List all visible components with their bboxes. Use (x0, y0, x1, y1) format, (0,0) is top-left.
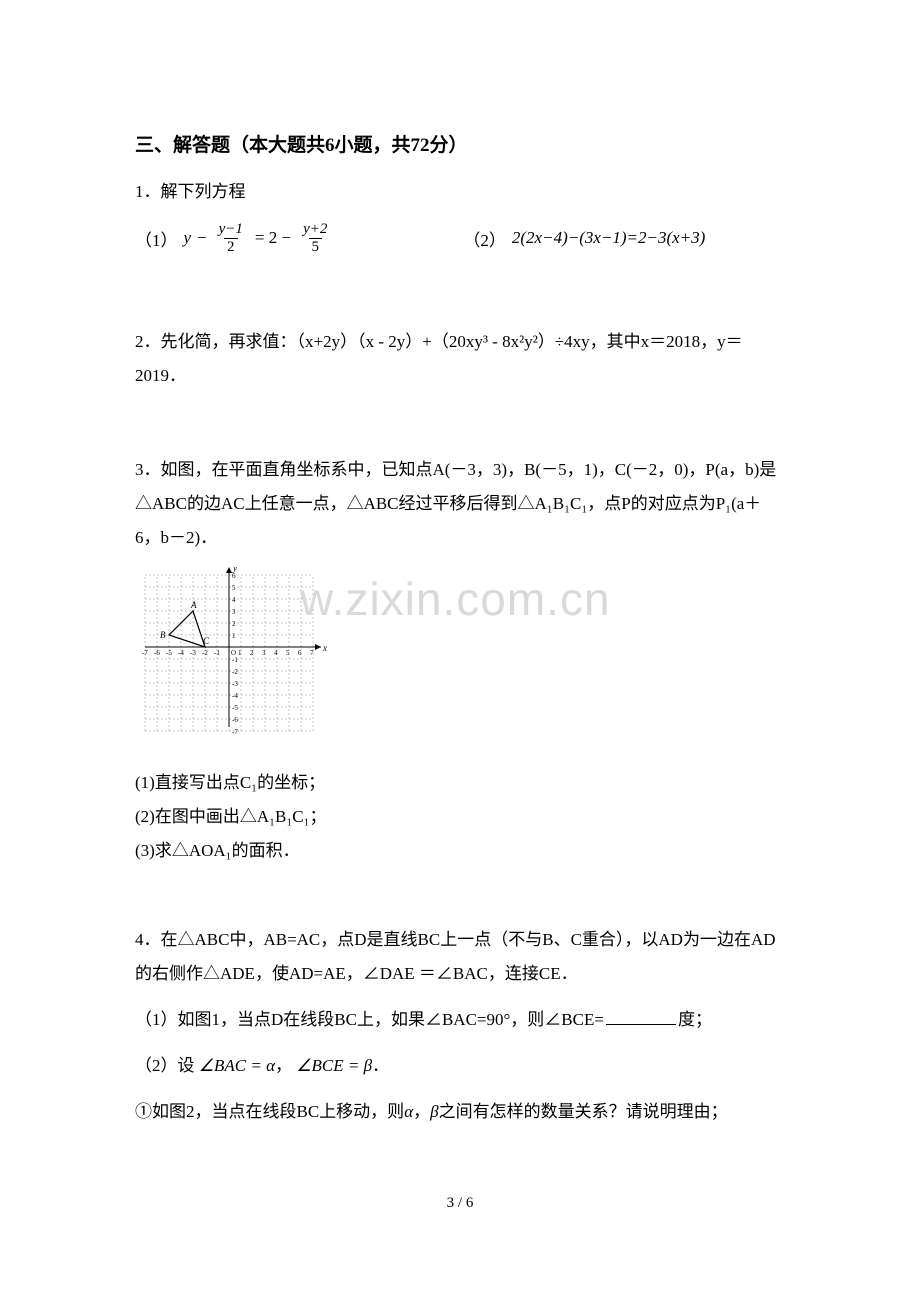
problem-4-sub2-1-mid: ， (413, 1102, 430, 1121)
problem-1-equations: （1） y − y−1 2 = 2 − y+2 5 （2） 2(2x−4)−(3… (135, 221, 785, 255)
svg-text:A: A (190, 600, 197, 610)
problem-1: 1．解下列方程 （1） y − y−1 2 = 2 − y+2 5 （2） 2(… (135, 175, 785, 255)
eq2-expr: 2(2x−4)−(3x−1)=2−3(x+3) (512, 228, 705, 248)
problem-4-sub2-label: （2）设 (135, 1056, 195, 1075)
problem-2-text: 2．先化简，再求值：（x+2y）（x - 2y）+（20xy³ - 8x²y²）… (135, 325, 785, 393)
problem-4-sub1: （1）如图1，当点D在线段BC上，如果∠BAC=90°，则∠BCE= 度； (135, 1003, 785, 1037)
svg-text:-5: -5 (232, 704, 238, 712)
problem-4-sub2: （2）设 ∠BAC = α， ∠BCE = β． (135, 1049, 785, 1083)
svg-text:C: C (203, 636, 210, 646)
svg-text:5: 5 (286, 649, 290, 657)
svg-text:-3: -3 (190, 649, 196, 657)
problem-1-stem: 1．解下列方程 (135, 175, 785, 209)
svg-text:1: 1 (238, 649, 242, 657)
svg-text:4: 4 (274, 649, 278, 657)
eq1-mid: = 2 − (255, 228, 291, 248)
problem-4: 4．在△ABC中，AB=AC，点D是直线BC上一点（不与B、C重合），以AD为一… (135, 923, 785, 1129)
eq1-minus: − (197, 228, 207, 248)
problem-2: 2．先化简，再求值：（x+2y）（x - 2y）+（20xy³ - 8x²y²）… (135, 325, 785, 393)
svg-text:6: 6 (232, 572, 236, 580)
eq1-y: y (184, 228, 192, 248)
svg-text:5: 5 (232, 584, 236, 592)
problem-1-eq2: （2） 2(2x−4)−(3x−1)=2−3(x+3) (463, 226, 705, 251)
svg-text:4: 4 (232, 596, 236, 604)
svg-text:-2: -2 (202, 649, 208, 657)
problem-3: 3．如图，在平面直角坐标系中，已知点A(－3，3)，B(－5，1)，C(－2，0… (135, 453, 785, 868)
svg-text:3: 3 (232, 608, 236, 616)
problem-4-stem: 4．在△ABC中，AB=AC，点D是直线BC上一点（不与B、C重合），以AD为一… (135, 923, 785, 991)
svg-text:1: 1 (232, 632, 236, 640)
eq1-label: （1） (135, 226, 178, 251)
eq1-frac2: y+2 5 (300, 221, 330, 255)
eq2-label: （2） (463, 226, 506, 251)
svg-text:-7: -7 (232, 728, 238, 736)
svg-text:-4: -4 (178, 649, 184, 657)
svg-text:-6: -6 (154, 649, 160, 657)
eq1-frac2-den: 5 (309, 238, 323, 256)
svg-text:-4: -4 (232, 692, 238, 700)
page-content: 三、解答题（本大题共6小题，共72分） 1．解下列方程 （1） y − y−1 … (0, 0, 920, 1129)
svg-text:-2: -2 (232, 668, 238, 676)
problem-3-stem: 3．如图，在平面直角坐标系中，已知点A(－3，3)，B(－5，1)，C(－2，0… (135, 453, 785, 555)
svg-text:-6: -6 (232, 716, 238, 724)
svg-text:6: 6 (298, 649, 302, 657)
problem-4-sub2-1: ①如图2，当点在线段BC上移动，则α，β之间有怎样的数量关系？请说明理由； (135, 1095, 785, 1129)
svg-text:B: B (160, 630, 166, 640)
svg-text:-1: -1 (232, 656, 238, 664)
problem-1-eq1: （1） y − y−1 2 = 2 − y+2 5 (135, 221, 333, 255)
svg-text:x: x (322, 643, 327, 653)
svg-text:3: 3 (262, 649, 266, 657)
eq1-frac1-den: 2 (224, 238, 238, 256)
blank-line (606, 1024, 676, 1025)
beta-symbol: β (430, 1102, 438, 1121)
problem-4-sub2-eq1: ∠BAC = α (199, 1056, 275, 1075)
svg-text:-3: -3 (232, 680, 238, 688)
problem-4-sub2-1-pre: ①如图2，当点在线段BC上移动，则 (135, 1102, 404, 1121)
svg-text:-5: -5 (166, 649, 172, 657)
coordinate-grid-figure: xy-7-6-5-4-3-2-1O1234567-7-6-5-4-3-2-112… (135, 567, 785, 754)
page-footer: 3 / 6 (0, 1195, 920, 1212)
problem-4-sub2-1-end: 之间有怎样的数量关系？请说明理由； (439, 1102, 728, 1121)
problem-3-sub2: (2)在图中画出△A₁B₁C₁； (135, 800, 785, 834)
section-title: 三、解答题（本大题共6小题，共72分） (135, 130, 785, 157)
problem-3-subitems: (1)直接写出点C₁的坐标； (2)在图中画出△A₁B₁C₁； (3)求△AOA… (135, 766, 785, 868)
grid-svg: xy-7-6-5-4-3-2-1O1234567-7-6-5-4-3-2-112… (135, 567, 333, 749)
svg-text:2: 2 (232, 620, 236, 628)
problem-3-sub1: (1)直接写出点C₁的坐标； (135, 766, 785, 800)
problem-4-sub2-end: ． (372, 1056, 389, 1075)
problem-4-sub2-comma: ， (275, 1056, 292, 1075)
eq1-frac2-num: y+2 (300, 221, 330, 238)
problem-4-sub1-pre: （1）如图1，当点D在线段BC上，如果∠BAC=90°，则∠BCE= (135, 1010, 604, 1029)
problem-4-sub2-eq2: ∠BCE = β (296, 1056, 372, 1075)
problem-4-sub1-post: 度； (678, 1010, 712, 1029)
svg-text:-7: -7 (142, 649, 148, 657)
eq1-frac1: y−1 2 (216, 221, 246, 255)
svg-text:7: 7 (310, 649, 314, 657)
svg-text:2: 2 (250, 649, 254, 657)
eq1-frac1-num: y−1 (216, 221, 246, 238)
problem-3-sub3: (3)求△AOA₁的面积． (135, 834, 785, 868)
svg-text:-1: -1 (214, 649, 220, 657)
alpha-symbol: α (404, 1102, 413, 1121)
